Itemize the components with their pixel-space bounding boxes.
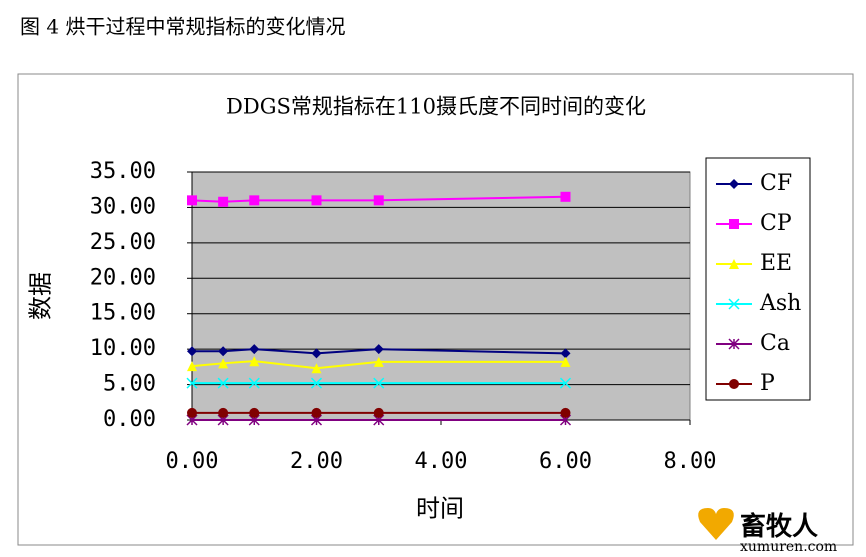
y-tick-label: 5.00 <box>103 372 156 397</box>
marker <box>560 407 571 418</box>
marker <box>217 377 229 389</box>
marker <box>249 344 260 355</box>
marker <box>560 191 571 202</box>
marker <box>373 377 385 389</box>
figure-caption: 图 4 烘干过程中常规指标的变化情况 <box>20 15 345 39</box>
x-tick-label: 0.00 <box>166 449 219 474</box>
legend-box <box>705 157 811 401</box>
x-tick-label: 6.00 <box>539 449 592 474</box>
marker <box>249 195 260 206</box>
y-tick-label: 0.00 <box>103 407 156 432</box>
legend-label: CF <box>760 171 792 196</box>
legend-label: Ca <box>760 331 790 356</box>
marker <box>218 358 229 369</box>
legend-marker <box>729 259 739 269</box>
legend-marker <box>729 179 739 189</box>
marker <box>311 363 322 374</box>
legend-label: Ash <box>759 291 801 316</box>
chart-title: DDGS常规指标在110摄氏度不同时间的变化 <box>226 95 646 119</box>
marker <box>248 377 260 389</box>
marker <box>187 346 197 357</box>
marker <box>311 407 322 418</box>
series-line <box>192 348 566 355</box>
legend-marker <box>728 338 740 350</box>
y-tick-label: 20.00 <box>90 265 156 290</box>
legend-marker <box>729 219 739 229</box>
x-tick-label: 8.00 <box>664 449 717 474</box>
marker <box>187 407 197 418</box>
legend-label: CP <box>760 211 792 236</box>
watermark-name: 畜牧人 <box>740 511 818 542</box>
marker <box>186 377 198 389</box>
marker <box>218 407 229 418</box>
marker <box>559 377 572 389</box>
legend-label: EE <box>760 251 792 276</box>
y-tick-label: 35.00 <box>90 159 156 184</box>
y-tick-label: 10.00 <box>90 336 156 361</box>
marker <box>187 361 197 372</box>
legend-marker <box>728 298 740 310</box>
plot-area <box>191 171 691 421</box>
legend-label: P <box>760 371 775 396</box>
legend-marker <box>729 379 739 389</box>
marker <box>311 348 322 359</box>
marker <box>373 356 384 367</box>
series-line <box>191 195 566 203</box>
marker <box>560 356 571 367</box>
marker <box>187 195 197 206</box>
marker <box>560 348 571 359</box>
x-axis-label: 时间 <box>416 495 464 523</box>
marker <box>310 377 323 389</box>
marker <box>373 195 384 206</box>
watermark: 畜牧人 xumuren.com <box>698 508 837 555</box>
y-tick-label: 15.00 <box>90 301 156 326</box>
watermark-url: xumuren.com <box>740 539 837 555</box>
watermark-logo <box>698 508 734 540</box>
y-axis-label: 数据 <box>27 272 55 320</box>
series-line <box>191 360 566 370</box>
marker <box>218 346 229 357</box>
marker <box>249 356 260 367</box>
marker <box>373 407 384 418</box>
marker <box>311 195 322 206</box>
marker <box>373 344 384 355</box>
y-tick-label: 30.00 <box>90 194 156 219</box>
x-tick-label: 2.00 <box>290 449 343 474</box>
marker <box>218 196 229 207</box>
y-tick-label: 25.00 <box>90 230 156 255</box>
marker <box>249 407 260 418</box>
x-tick-label: 4.00 <box>415 449 468 474</box>
